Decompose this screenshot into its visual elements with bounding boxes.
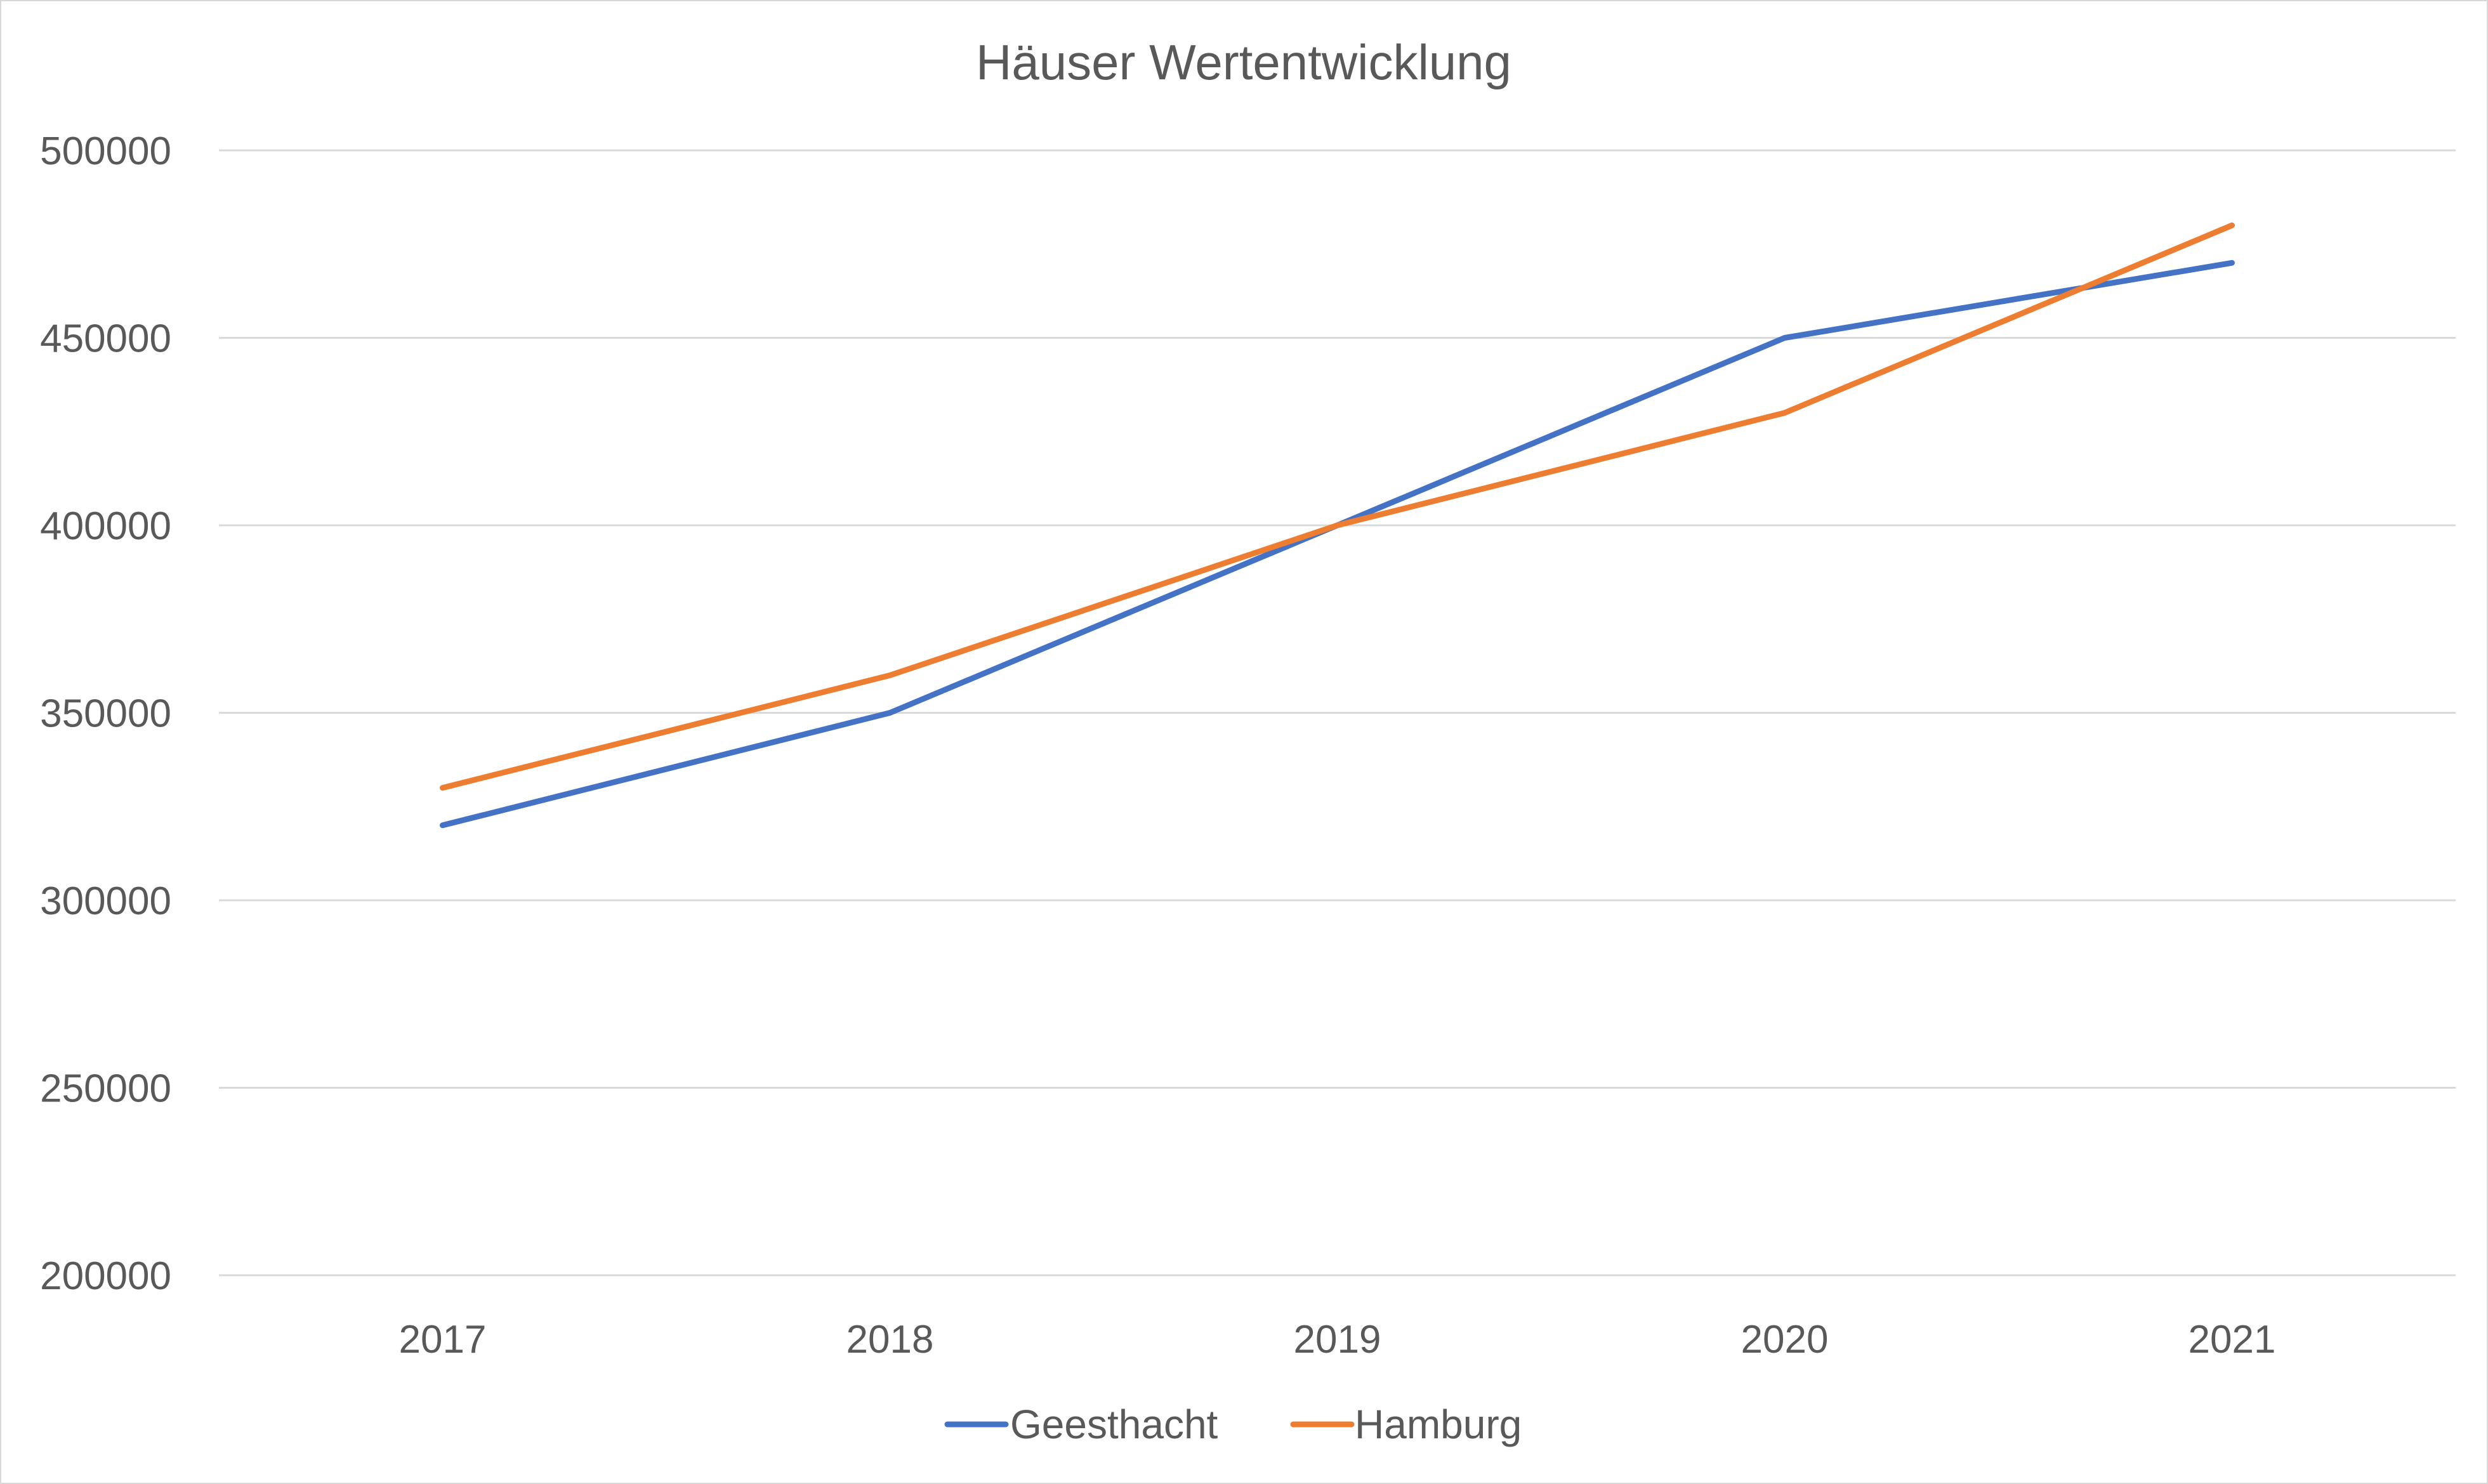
x-tick-label: 2020 — [1741, 1318, 1829, 1362]
data-point-hamburg-2019 — [1337, 525, 1338, 526]
data-point-geesthacht-2017 — [442, 825, 444, 826]
legend: Geesthacht Hamburg — [944, 1402, 1522, 1447]
y-tick-label: 350000 — [40, 692, 171, 736]
series-lines — [440, 222, 2235, 829]
x-tick-label: 2017 — [399, 1318, 487, 1362]
data-point-hamburg-2020 — [1784, 412, 1786, 414]
data-point-hamburg-2018 — [890, 674, 891, 676]
x-tick-label: 2018 — [846, 1318, 934, 1362]
chart-title: Häuser Wertentwicklung — [976, 34, 1511, 90]
x-tick-label: 2021 — [2189, 1318, 2276, 1362]
legend-label-geesthacht: Geesthacht — [1010, 1402, 1218, 1447]
data-point-hamburg-2017 — [442, 787, 444, 789]
y-tick-label: 400000 — [40, 504, 171, 548]
data-point-geesthacht-2020 — [1784, 338, 1786, 339]
y-tick-label: 250000 — [40, 1067, 171, 1111]
y-tick-label: 300000 — [40, 879, 171, 923]
data-point-geesthacht-2018 — [890, 712, 891, 714]
x-axis-ticks: 2017 2018 2019 2020 2021 — [399, 1318, 2276, 1362]
y-tick-label: 450000 — [40, 317, 171, 361]
series-line-geesthacht — [440, 259, 2235, 829]
data-point-geesthacht-2021 — [2232, 262, 2233, 263]
x-tick-label: 2019 — [1294, 1318, 1381, 1362]
y-tick-label: 500000 — [40, 129, 171, 173]
legend-label-hamburg: Hamburg — [1355, 1402, 1522, 1447]
y-axis-ticks: 200000 250000 300000 350000 400000 450000 5000… — [40, 129, 171, 1298]
y-tick-label: 200000 — [40, 1254, 171, 1298]
gridlines — [219, 149, 2456, 1277]
series-line-hamburg — [440, 222, 2235, 791]
data-point-hamburg-2021 — [2232, 225, 2233, 226]
